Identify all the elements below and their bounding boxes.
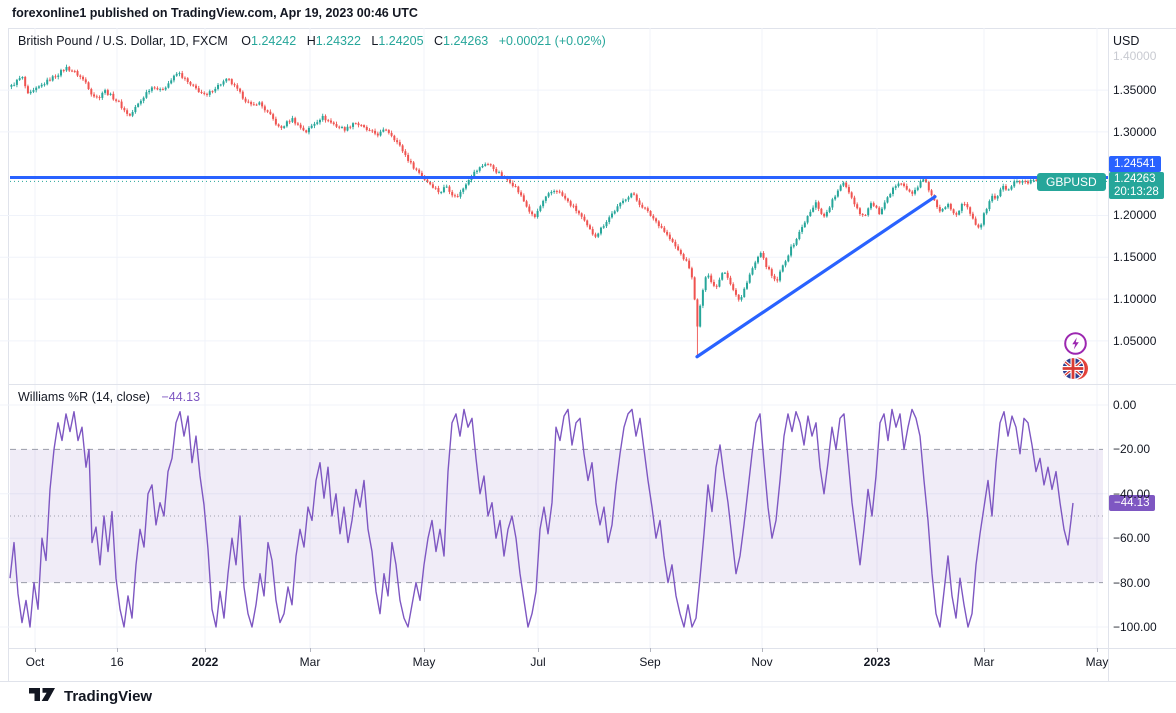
open-label: O [241,34,252,48]
footer-separator [0,681,1176,682]
low-label: L [371,34,379,48]
symbol-price-tag: GBPUSD [1037,173,1106,191]
wpr-value: −44.13 [161,390,201,404]
high-label: H [306,34,316,48]
tradingview-logo-icon[interactable] [28,687,58,703]
uk-flag-icon[interactable] [1061,355,1089,382]
price-axis-label: 1.05000 [1113,333,1157,348]
last-price-value: 1.24263 [1114,173,1156,185]
wpr-value-badge: −44.13 [1109,495,1155,511]
time-axis-tick [310,648,311,652]
close-value: 1.24263 [443,34,489,48]
time-axis-label: Mar [299,655,321,669]
time-axis-tick [1097,648,1098,652]
time-axis-label: Nov [751,655,773,669]
wpr-legend[interactable]: Williams %R (14, close) −44.13 [18,390,200,404]
time-axis-tick [762,648,763,652]
wpr-axis-label: 0.00 [1113,398,1137,412]
alert-price-badge: 1.24541 [1109,156,1161,172]
low-value: 1.24205 [378,34,424,48]
time-axis-tick [205,648,206,652]
time-axis-tick [984,648,985,652]
wpr-axis-label: −40.00 [1113,486,1151,501]
last-price-badge: 1.24263 20:13:28 [1109,172,1164,199]
price-pane-canvas[interactable] [0,28,1108,384]
bar-countdown: 20:13:28 [1114,186,1159,198]
lightning-idea-icon[interactable] [1063,331,1088,356]
symbol-title[interactable]: British Pound / U.S. Dollar, 1D, FXCM [18,34,228,48]
wpr-axis-label: −80.00 [1113,575,1151,590]
attribution-text: forexonline1 published on TradingView.co… [12,6,418,20]
wpr-title[interactable]: Williams %R (14, close) [18,390,150,404]
time-axis-label: 16 [110,655,124,669]
wpr-axis-label: −60.00 [1113,531,1151,546]
time-axis-separator [8,648,1176,649]
price-axis-label-faded: 1.40000 [1113,49,1157,63]
widget-left-border [8,28,9,681]
time-axis-label: Jul [530,655,546,669]
time-axis-label: Sep [639,655,661,669]
wpr-axis-label: −20.00 [1113,442,1151,457]
time-axis-tick [35,648,36,652]
price-axis-label: 1.10000 [1113,292,1157,307]
time-axis-tick [117,648,118,652]
wpr-pane-canvas[interactable] [0,385,1108,648]
axis-currency-label: USD [1113,34,1140,48]
time-axis-tick [424,648,425,652]
price-axis-label: 1.15000 [1113,250,1157,265]
time-axis-label: May [412,655,436,669]
high-value: 1.24322 [315,34,361,48]
time-axis-label: 2023 [863,655,891,669]
time-axis-tick [538,648,539,652]
wpr-axis-label: −100.00 [1113,620,1157,634]
open-value: 1.24242 [251,34,297,48]
time-axis-label: Mar [973,655,995,669]
change-value: +0.00021 (+0.02%) [498,34,606,48]
price-axis-separator[interactable] [1108,28,1109,681]
tradingview-brand[interactable]: TradingView [64,688,153,705]
pane-separator[interactable] [8,384,1176,385]
time-axis-label: 2022 [191,655,219,669]
price-axis-label: 1.20000 [1113,208,1157,223]
time-axis-label: Oct [25,655,45,669]
price-axis-label: 1.35000 [1113,83,1157,98]
time-axis-tick [877,648,878,652]
close-label: C [434,34,444,48]
widget-top-border [8,28,1176,29]
price-axis-label: 1.30000 [1113,124,1157,139]
time-axis-label: May [1085,655,1109,669]
price-legend[interactable]: British Pound / U.S. Dollar, 1D, FXCM O1… [18,34,606,48]
time-axis-tick [650,648,651,652]
